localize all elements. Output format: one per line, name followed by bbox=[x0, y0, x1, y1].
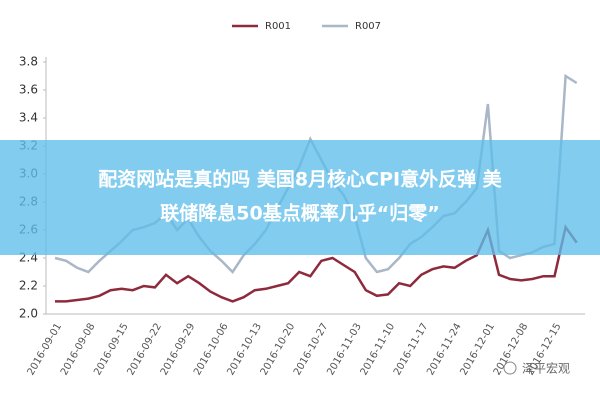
x-tick-label: 2016-10-27 bbox=[292, 322, 331, 378]
watermark-icon bbox=[503, 361, 517, 375]
banner-background bbox=[0, 140, 600, 255]
x-tick-label: 2016-09-22 bbox=[126, 322, 165, 378]
x-tick-label: 2016-10-20 bbox=[259, 322, 298, 378]
y-tick-label: 3.4 bbox=[19, 111, 38, 125]
x-tick-label: 2016-11-17 bbox=[392, 322, 431, 378]
legend-label: R007 bbox=[355, 21, 381, 32]
x-tick-label: 2016-09-15 bbox=[92, 322, 131, 378]
banner-line: 配资网站是真的吗 美国8月核心CPI意外反弹 美 bbox=[98, 168, 502, 191]
x-tick-label: 2016-11-10 bbox=[359, 322, 398, 378]
banner-line: 联储降息50基点概率几乎“归零” bbox=[160, 202, 439, 225]
y-tick-label: 2.0 bbox=[19, 307, 38, 321]
x-tick-label: 2016-11-03 bbox=[325, 322, 364, 378]
x-tick-label: 2016-09-29 bbox=[159, 322, 198, 378]
x-tick-label: 2016-12-01 bbox=[459, 322, 498, 378]
x-tick-label: 2016-09-01 bbox=[26, 322, 65, 378]
y-tick-label: 3.8 bbox=[19, 55, 38, 69]
x-tick-label: 2016-10-13 bbox=[225, 322, 264, 378]
x-tick-label: 2016-11-24 bbox=[425, 321, 464, 377]
y-tick-label: 3.6 bbox=[19, 83, 38, 97]
x-tick-label: 2016-10-06 bbox=[192, 322, 231, 378]
watermark: 泽平宏观 bbox=[522, 361, 570, 376]
legend-label: R001 bbox=[265, 21, 291, 32]
x-tick-label: 2016-09-08 bbox=[59, 322, 98, 378]
y-tick-label: 2.2 bbox=[19, 279, 38, 293]
